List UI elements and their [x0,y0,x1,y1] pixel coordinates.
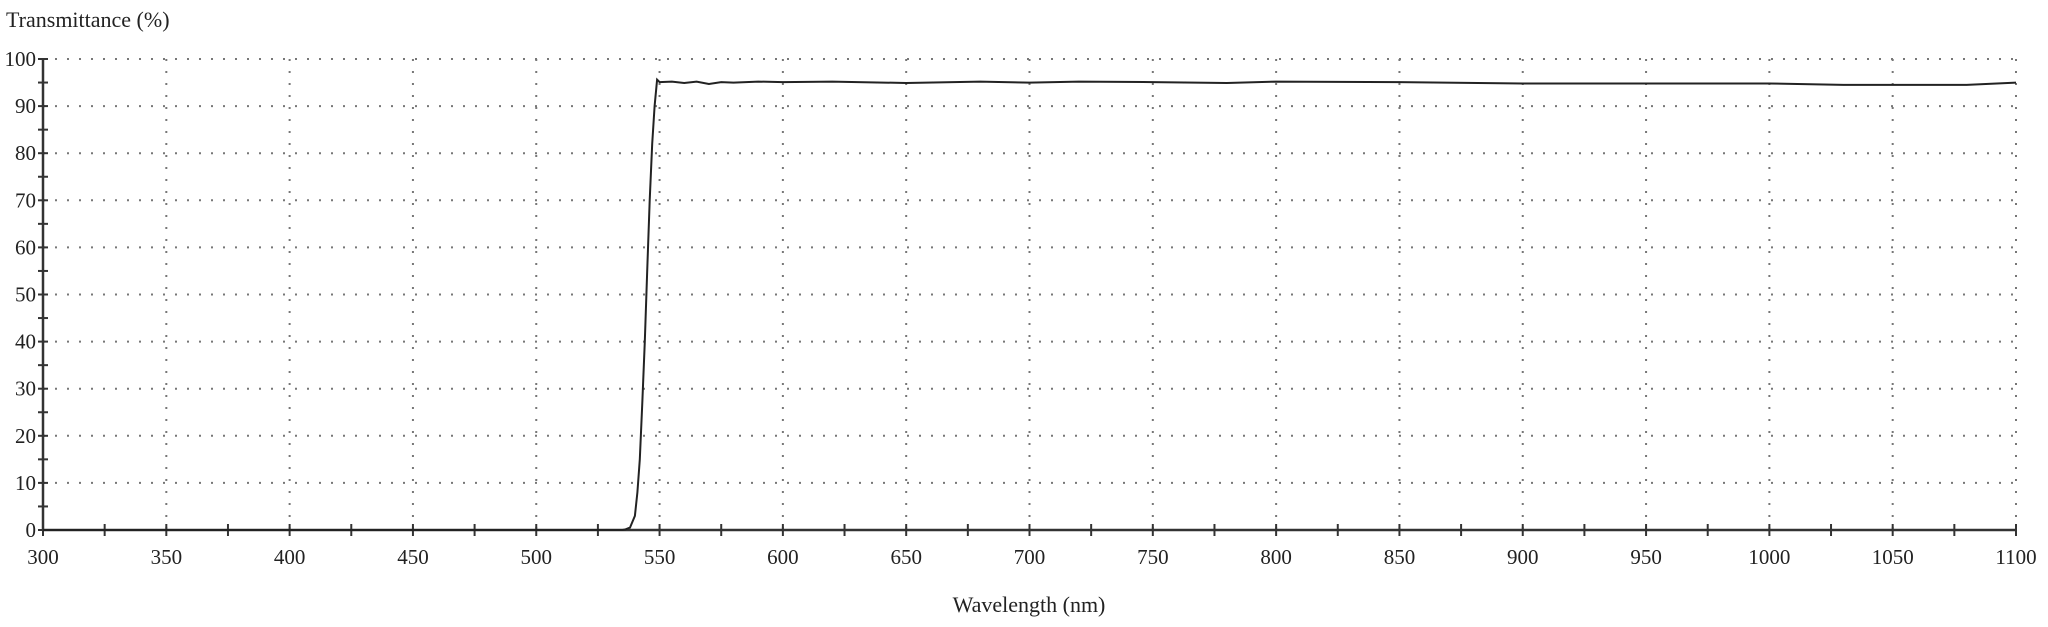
y-tick-label: 0 [26,518,37,542]
x-tick-label: 300 [27,545,59,569]
grid [43,58,2017,530]
y-tick-label: 100 [5,47,37,71]
y-tick-label: 10 [15,471,36,495]
x-tick-label: 550 [644,545,676,569]
x-tick-label: 850 [1384,545,1416,569]
axes [38,58,2017,536]
y-axis-label: Transmittance (%) [6,7,170,32]
series-line [43,77,2017,531]
x-tick-label: 600 [767,545,799,569]
y-tick-label: 80 [15,141,36,165]
x-tick-label: 350 [151,545,183,569]
tick-labels: 0 10 20 30 40 50 60 70 80 90 100 300 350 400 450 500 550… [5,47,2037,569]
x-tick-label: 450 [397,545,429,569]
y-tick-label: 30 [15,377,36,401]
x-tick-label: 650 [890,545,922,569]
y-tick-label: 70 [15,188,36,212]
x-tick-label: 950 [1630,545,1662,569]
x-tick-label: 1050 [1872,545,1914,569]
y-tick-label: 90 [15,94,36,118]
x-axis-label: Wavelength (nm) [953,592,1106,617]
x-tick-label: 1000 [1748,545,1790,569]
y-tick-label: 40 [15,330,36,354]
x-tick-label: 400 [274,545,306,569]
y-tick-label: 20 [15,424,36,448]
x-tick-label: 800 [1260,545,1292,569]
x-tick-label: 500 [521,545,553,569]
x-tick-label: 1100 [1995,545,2036,569]
x-tick-label: 750 [1137,545,1169,569]
x-tick-label: 700 [1014,545,1046,569]
y-tick-label: 50 [15,283,36,307]
y-tick-label: 60 [15,235,36,259]
x-tick-label: 900 [1507,545,1539,569]
